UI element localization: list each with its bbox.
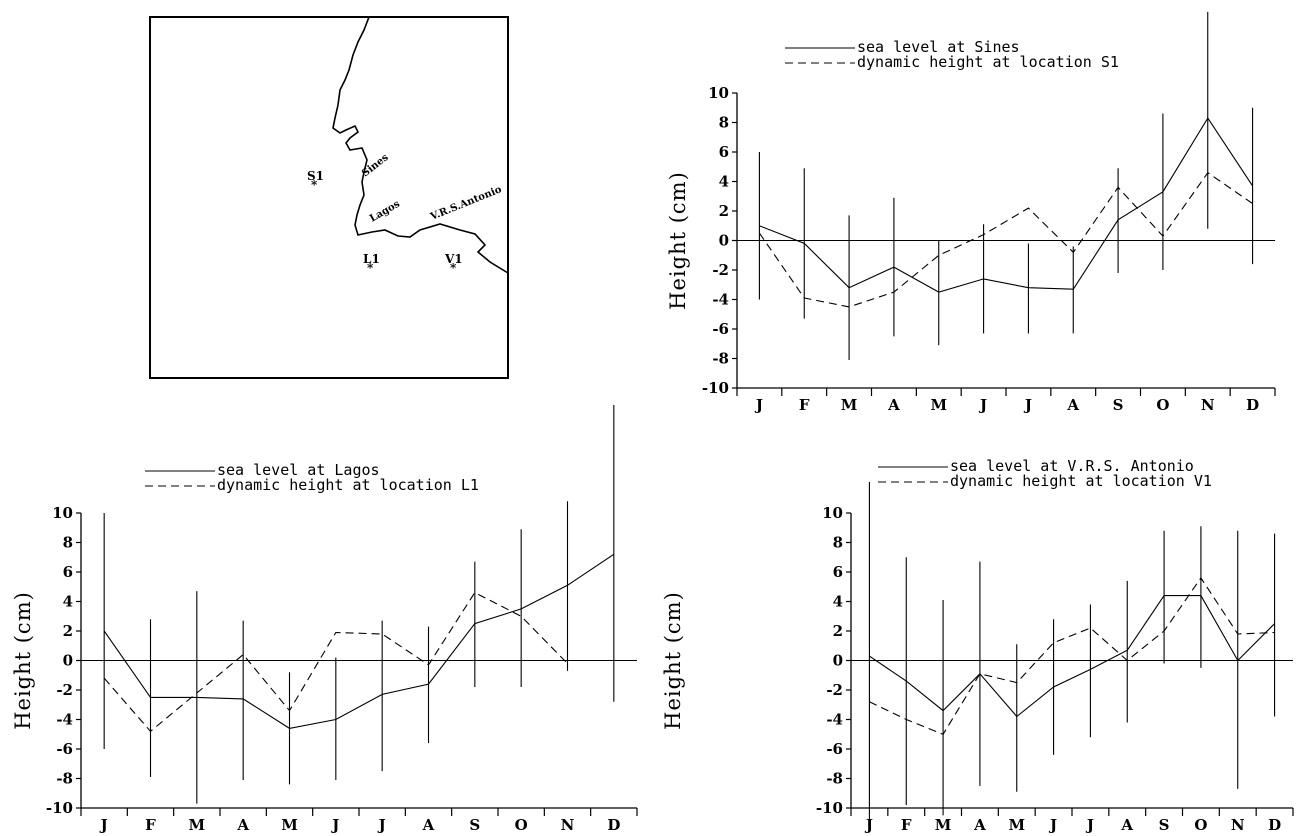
series-line-sea-level: [103, 553, 615, 729]
y-tick-label: -10: [702, 379, 729, 397]
y-tick-label: -8: [826, 770, 843, 788]
x-tick-label: A: [1120, 816, 1133, 834]
x-tick-label: F: [145, 816, 156, 834]
y-tick-label: 0: [719, 232, 729, 250]
x-tick-label: A: [973, 816, 986, 834]
y-tick-label: 10: [708, 84, 729, 102]
x-tick-label: J: [754, 396, 763, 414]
series-line-dynamic-height: [103, 591, 568, 733]
y-tick-label: -4: [826, 711, 843, 729]
legend-label: dynamic height at location L1: [217, 476, 479, 494]
legend-label: dynamic height at location S1: [857, 53, 1119, 71]
x-tick-label: M: [935, 816, 952, 834]
x-tick-label: S: [1159, 816, 1170, 834]
x-tick-label: F: [799, 396, 810, 414]
x-tick-label: M: [281, 816, 298, 834]
y-tick-label: -10: [816, 799, 843, 817]
y-tick-label: 6: [833, 563, 843, 581]
x-tick-label: D: [607, 816, 620, 834]
y-tick-label: 0: [833, 652, 843, 670]
y-tick-label: -2: [56, 681, 73, 699]
x-tick-label: M: [1008, 816, 1025, 834]
y-tick-label: 10: [822, 504, 843, 522]
y-tick-label: 8: [719, 114, 729, 132]
y-axis-label: Height (cm): [11, 591, 35, 730]
x-tick-label: M: [930, 396, 947, 414]
x-tick-label: J: [1023, 396, 1032, 414]
y-tick-label: -4: [56, 711, 73, 729]
station-marker-s1: *: [311, 178, 318, 192]
x-tick-label: J: [330, 816, 339, 834]
x-tick-label: J: [377, 816, 386, 834]
y-tick-label: 4: [719, 173, 729, 191]
station-marker-v1: *: [450, 261, 457, 275]
x-tick-label: J: [864, 816, 873, 834]
chart-vrs-antonio: 10 8 6 4 2 0 -2 -4 -6 -8 -10 J F M A M J J A S O N D Height (cm…: [661, 457, 1294, 834]
y-tick-label: -6: [56, 740, 73, 758]
map-frame: [149, 16, 509, 379]
x-tick-label: O: [1194, 816, 1207, 834]
y-tick-label: 2: [719, 202, 729, 220]
station-label-l1: L1: [363, 252, 380, 266]
series-line-dynamic-height: [869, 576, 1275, 735]
series-line-sea-level: [869, 595, 1275, 718]
chart-lagos: 10 8 6 4 2 0 -2 -4 -6 -8 -10 J F M A M J J A S O N D Height (cm…: [11, 405, 638, 834]
x-tick-label: A: [236, 816, 249, 834]
chart-sines: 10 8 6 4 2 0 -2 -4 -6 -8 -10 J F M A M J J A S O N D Height (cm…: [666, 11, 1276, 414]
y-axis-label: Height (cm): [666, 171, 690, 310]
station-label-v1: V1: [444, 252, 463, 266]
map-label-vrs-antonio: V.R.S.Antonio: [428, 184, 504, 223]
location-map: Sines Lagos V.R.S.Antonio S1 * L1 * V1 *: [149, 16, 509, 379]
y-tick-label: 8: [63, 534, 73, 552]
station-marker-l1: *: [367, 261, 374, 275]
y-tick-label: -10: [46, 799, 73, 817]
legend-label: sea level at Sines: [857, 38, 1020, 56]
y-tick-label: -6: [826, 740, 843, 758]
y-tick-label: 6: [63, 563, 73, 581]
x-tick-label: J: [99, 816, 108, 834]
coastline: [332, 16, 509, 274]
x-tick-label: N: [561, 816, 575, 834]
x-tick-label: S: [469, 816, 480, 834]
y-tick-label: 10: [52, 504, 73, 522]
series-line-dynamic-height: [758, 171, 1253, 308]
x-tick-label: M: [841, 396, 858, 414]
x-tick-label: J: [1085, 816, 1094, 834]
x-tick-label: D: [1268, 816, 1281, 834]
x-tick-label: N: [1201, 396, 1215, 414]
legend-label: sea level at V.R.S. Antonio: [950, 457, 1194, 475]
y-tick-label: -6: [712, 320, 729, 338]
x-tick-label: S: [1113, 396, 1124, 414]
y-tick-label: -8: [712, 350, 729, 368]
x-tick-label: A: [422, 816, 435, 834]
y-tick-label: -2: [712, 261, 729, 279]
y-tick-label: 2: [63, 622, 73, 640]
x-tick-label: J: [1048, 816, 1057, 834]
x-tick-label: A: [887, 396, 900, 414]
x-tick-label: O: [1156, 396, 1169, 414]
x-tick-label: O: [515, 816, 528, 834]
y-tick-label: 8: [833, 534, 843, 552]
y-tick-label: 4: [833, 593, 843, 611]
x-tick-label: A: [1066, 396, 1079, 414]
x-tick-label: J: [978, 396, 987, 414]
y-tick-label: -2: [826, 681, 843, 699]
series-line-sea-level: [759, 117, 1254, 293]
y-tick-label: 4: [63, 593, 73, 611]
x-tick-label: M: [189, 816, 206, 834]
legend-label: sea level at Lagos: [217, 461, 380, 479]
y-tick-label: 2: [833, 622, 843, 640]
y-tick-label: -8: [56, 770, 73, 788]
y-tick-label: 0: [63, 652, 73, 670]
y-tick-label: -4: [712, 291, 729, 309]
map-label-lagos: Lagos: [368, 198, 402, 224]
legend-label: dynamic height at location V1: [950, 472, 1212, 490]
x-tick-label: N: [1231, 816, 1245, 834]
station-label-s1: S1: [307, 169, 324, 183]
x-tick-label: F: [901, 816, 912, 834]
x-tick-label: D: [1246, 396, 1259, 414]
y-tick-label: 6: [719, 143, 729, 161]
y-axis-label: Height (cm): [661, 591, 685, 730]
